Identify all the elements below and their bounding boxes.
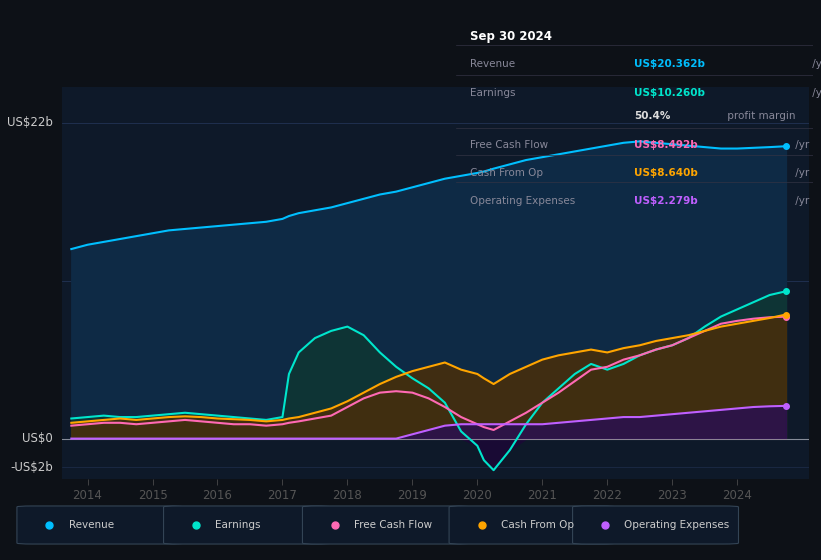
Text: Free Cash Flow: Free Cash Flow (470, 140, 548, 150)
Text: Earnings: Earnings (470, 88, 516, 99)
Text: US$22b: US$22b (7, 116, 53, 129)
FancyBboxPatch shape (302, 506, 468, 544)
FancyBboxPatch shape (163, 506, 329, 544)
Text: Operating Expenses: Operating Expenses (624, 520, 730, 530)
Text: US$8.492b: US$8.492b (635, 140, 698, 150)
Text: /yr: /yr (792, 196, 810, 206)
Text: US$2.279b: US$2.279b (635, 196, 698, 206)
Text: Sep 30 2024: Sep 30 2024 (470, 30, 552, 43)
Text: US$8.640b: US$8.640b (635, 168, 698, 178)
Text: Revenue: Revenue (470, 59, 515, 69)
FancyBboxPatch shape (572, 506, 739, 544)
Text: /yr: /yr (810, 59, 821, 69)
Text: Cash From Op: Cash From Op (501, 520, 574, 530)
Text: US$10.260b: US$10.260b (635, 88, 705, 99)
Text: US$20.362b: US$20.362b (635, 59, 705, 69)
Text: /yr: /yr (810, 88, 821, 99)
Text: -US$2b: -US$2b (11, 461, 53, 474)
Text: Operating Expenses: Operating Expenses (470, 196, 576, 206)
Text: /yr: /yr (792, 168, 810, 178)
Text: US$0: US$0 (22, 432, 53, 445)
Text: Earnings: Earnings (215, 520, 261, 530)
Text: 50.4%: 50.4% (635, 111, 671, 121)
FancyBboxPatch shape (17, 506, 183, 544)
Text: profit margin: profit margin (723, 111, 795, 121)
Text: /yr: /yr (792, 140, 810, 150)
Text: Cash From Op: Cash From Op (470, 168, 543, 178)
Text: Free Cash Flow: Free Cash Flow (354, 520, 433, 530)
Text: Revenue: Revenue (69, 520, 114, 530)
FancyBboxPatch shape (449, 506, 615, 544)
